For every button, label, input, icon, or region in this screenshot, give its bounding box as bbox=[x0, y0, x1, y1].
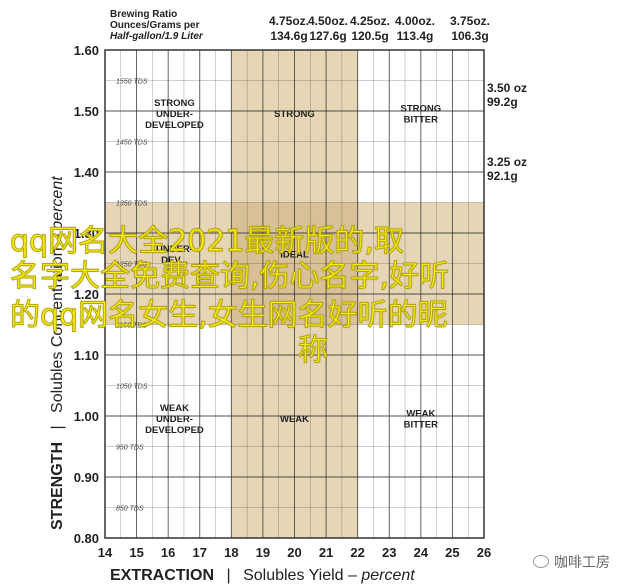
overlay-text-line-4: 称 bbox=[298, 333, 329, 369]
y-tick-label: 1.00 bbox=[74, 409, 99, 424]
brew-ratio-g: 113.4g bbox=[397, 29, 434, 43]
brew-title-line-1: Brewing Ratio bbox=[110, 9, 177, 20]
x-tick-label: 21 bbox=[319, 545, 333, 560]
y-axis-title-sep: | bbox=[49, 425, 66, 429]
brew-ratio-oz: 3.75oz. bbox=[450, 14, 490, 28]
y-tick-label: 0.80 bbox=[74, 531, 99, 546]
brewing-ratio-header: Brewing Ratio Ounces/Grams per Half-gall… bbox=[110, 9, 204, 42]
x-tick-label: 15 bbox=[129, 545, 143, 560]
region-label: UNDER- bbox=[156, 414, 193, 425]
x-tick-label: 23 bbox=[382, 545, 396, 560]
brew-ratio-g: 106.3g bbox=[451, 29, 488, 43]
y-axis-title-unit: percent bbox=[49, 176, 66, 231]
region-label: UNDER- bbox=[156, 109, 193, 120]
region-label: STRONG bbox=[154, 98, 195, 109]
x-tick-label: 24 bbox=[414, 545, 429, 560]
wechat-icon bbox=[533, 555, 549, 568]
overlay-text-line-1: qq网名大全2021最新版的,取 bbox=[10, 224, 405, 260]
y-axis-title-bold: STRENGTH bbox=[49, 442, 66, 530]
brew-ratio-oz: 3.50 oz bbox=[487, 81, 527, 95]
region-label: DEVELOPED bbox=[145, 120, 204, 131]
x-tick-labels: 14 15 16 17 18 19 20 21 22 23 24 25 26 bbox=[98, 545, 491, 560]
y-tick-label: 1.40 bbox=[74, 165, 99, 180]
x-tick-label: 18 bbox=[224, 545, 238, 560]
y-tick-labels: 0.80 0.90 1.00 1.10 1.20 1.30 1.40 1.50 1.60 bbox=[74, 43, 99, 546]
tds-label: 1450 TDS bbox=[116, 140, 148, 147]
brew-ratio-g: 92.1g bbox=[487, 169, 518, 183]
region-label: STRONG bbox=[274, 109, 315, 120]
x-tick-label: 22 bbox=[350, 545, 364, 560]
svg-text:EXTRACTION | Solub: EXTRACTION | Solubles Yield – percent bbox=[110, 567, 415, 584]
x-tick-label: 19 bbox=[256, 545, 270, 560]
y-tick-label: 0.90 bbox=[74, 470, 99, 485]
chart-grid bbox=[104, 49, 485, 539]
y-axis-title: STRENGTH | Solubles Concentration – perc… bbox=[49, 176, 66, 530]
y-tick-label: 1.20 bbox=[74, 287, 99, 302]
region-label: DEVELOPED bbox=[145, 425, 204, 436]
brew-ratio-oz: 3.25 oz bbox=[487, 155, 527, 169]
x-axis-title-bold: EXTRACTION bbox=[110, 567, 214, 584]
svg-text:STRENGTH | Soluble: STRENGTH | Solubles Concentration – perc… bbox=[49, 176, 66, 530]
brew-ratio-g: 134.6g bbox=[270, 29, 307, 43]
tds-label: 1050 TDS bbox=[116, 384, 148, 391]
x-tick-label: 17 bbox=[193, 545, 207, 560]
region-label: IDEAL bbox=[280, 249, 309, 260]
brew-ratio-oz: 4.50oz. bbox=[308, 14, 348, 28]
plot-frame bbox=[104, 49, 485, 539]
brand-name: 咖啡工房 bbox=[554, 555, 610, 571]
x-axis-title: EXTRACTION | Solubles Yield – percent bbox=[110, 567, 415, 584]
region-label: DEV... bbox=[161, 255, 188, 266]
x-tick-label: 16 bbox=[161, 545, 175, 560]
brew-ratio-g: 120.5g bbox=[351, 29, 388, 43]
tds-label: 1250 TDS bbox=[116, 262, 148, 269]
brew-ratio-oz: 4.00oz. bbox=[395, 14, 435, 28]
y-tick-label: 1.60 bbox=[74, 43, 99, 58]
x-axis-title-unit: percent bbox=[360, 567, 415, 584]
y-axis-title-plain: Solubles Concentration – bbox=[49, 230, 66, 413]
tds-label: 1350 TDS bbox=[116, 201, 148, 208]
brew-title-line-2: Ounces/Grams per bbox=[110, 20, 200, 31]
brew-ratio-oz: 4.75oz. bbox=[269, 14, 309, 28]
overlay-text-line-3: 的qq网名女生,女生网名好听的昵 bbox=[10, 298, 449, 334]
region-label: WEAK bbox=[160, 403, 189, 414]
x-tick-label: 14 bbox=[98, 545, 113, 560]
region-label: WEAK bbox=[280, 414, 309, 425]
brand-watermark: 咖啡工房 bbox=[533, 552, 610, 572]
x-tick-label: 25 bbox=[445, 545, 459, 560]
overlay-text-line-2: 名字大全免费查询,伤心名字,好听 bbox=[9, 259, 450, 295]
tds-minor-labels: 1550 TDS 1450 TDS 1350 TDS 1250 TDS 1150 TDS… bbox=[116, 79, 148, 513]
brew-ratio-g: 127.6g bbox=[309, 29, 346, 43]
tds-label: 950 TDS bbox=[116, 445, 144, 452]
y-tick-label: 1.10 bbox=[74, 348, 99, 363]
brew-ratio-g: 99.2g bbox=[487, 95, 518, 109]
brew-ratio-oz: 4.25oz. bbox=[350, 14, 390, 28]
region-label: BITTER bbox=[404, 420, 438, 431]
tds-label: 1550 TDS bbox=[116, 79, 148, 86]
brew-ratio-top-labels: 4.75oz.134.6g4.50oz.127.6g 4.25oz.120.5g 4… bbox=[269, 14, 490, 43]
x-axis-title-sep: | bbox=[226, 567, 230, 584]
brew-title-line-3: Half-gallon/1.9 Liter bbox=[110, 31, 204, 42]
region-label: WEAK bbox=[406, 409, 435, 420]
region-label: UNDER- bbox=[156, 244, 193, 255]
tds-label: 1150 TDS bbox=[116, 323, 147, 330]
x-axis-title-plain: Solubles Yield – bbox=[243, 567, 361, 584]
x-tick-label: 26 bbox=[477, 545, 491, 560]
x-tick-label: 20 bbox=[287, 545, 301, 560]
y-tick-label: 1.50 bbox=[74, 104, 99, 119]
tds-label: 850 TDS bbox=[116, 506, 144, 513]
region-label: BITTER bbox=[404, 115, 438, 126]
region-label: STRONG bbox=[401, 104, 442, 115]
y-tick-label: 1.30 bbox=[74, 226, 99, 241]
